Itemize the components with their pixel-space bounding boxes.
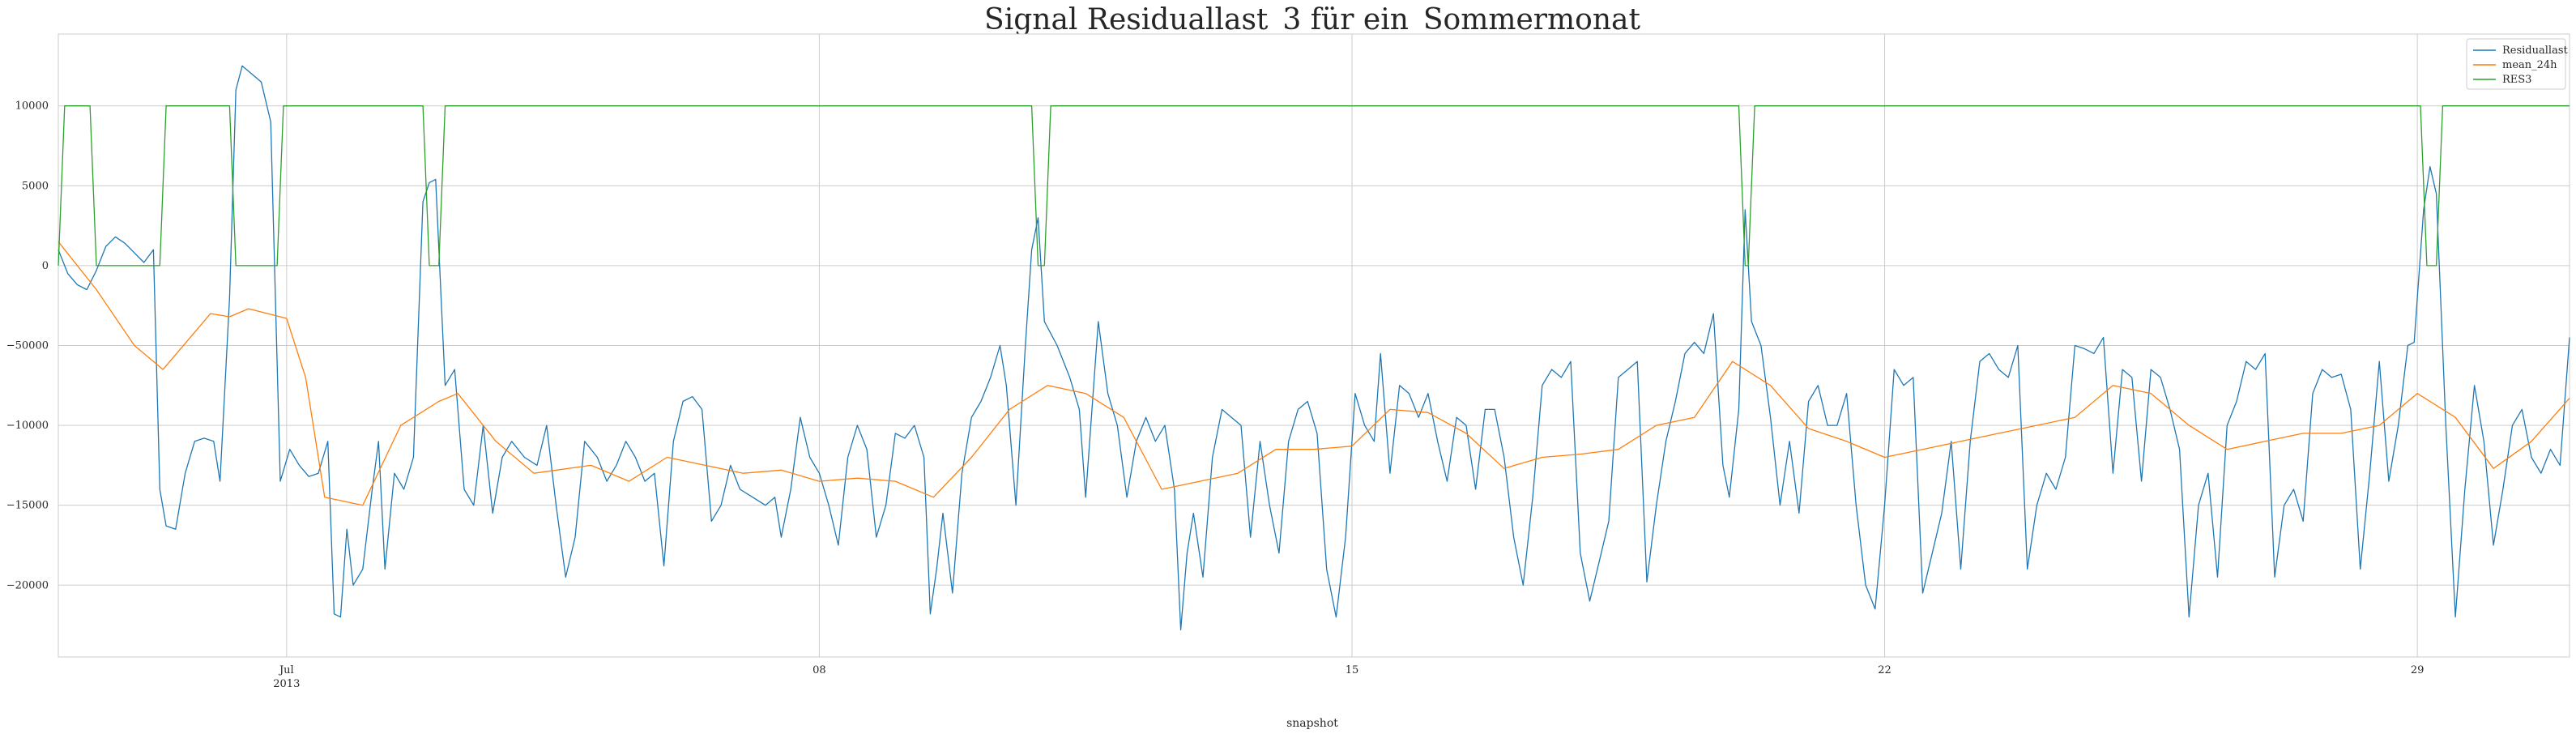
y-tick-label: 5000: [22, 180, 49, 192]
legend: Residuallast mean_24h RES3: [2466, 38, 2568, 90]
x-tick-label: Jul: [278, 664, 294, 676]
y-tick-label: 0: [42, 260, 49, 272]
x-tick-label: 29: [2411, 664, 2425, 676]
legend-entry: mean_24h: [2502, 59, 2557, 71]
x-tick-sublabel: 2013: [273, 678, 300, 690]
legend-entry: RES3: [2502, 74, 2531, 86]
x-axis-label: snapshot: [1286, 717, 1338, 730]
y-tick-label: −50000: [6, 340, 49, 352]
y-axis: 10000 5000 0 −50000 −10000 −15000 −20000: [6, 100, 49, 592]
y-tick-label: −15000: [6, 500, 49, 512]
x-tick-label: 22: [1878, 664, 1891, 676]
series-group: [58, 65, 2570, 631]
x-axis: Jul 2013 08 15 22 29: [273, 664, 2424, 690]
y-tick-label: 10000: [15, 100, 49, 113]
series-line-residuallast: [58, 65, 2570, 631]
chart-title: Signal Residuallast_3 für ein_Sommermona…: [984, 3, 1640, 36]
legend-box: [2466, 38, 2566, 90]
x-tick-label: 08: [812, 664, 826, 676]
series-line-res3: [58, 105, 2570, 267]
y-tick-label: −10000: [6, 420, 49, 432]
legend-entry: Residuallast: [2502, 45, 2568, 57]
x-tick-label: 15: [1346, 664, 1359, 676]
series-line-mean-24h: [58, 241, 2570, 506]
y-tick-label: −20000: [6, 579, 49, 591]
